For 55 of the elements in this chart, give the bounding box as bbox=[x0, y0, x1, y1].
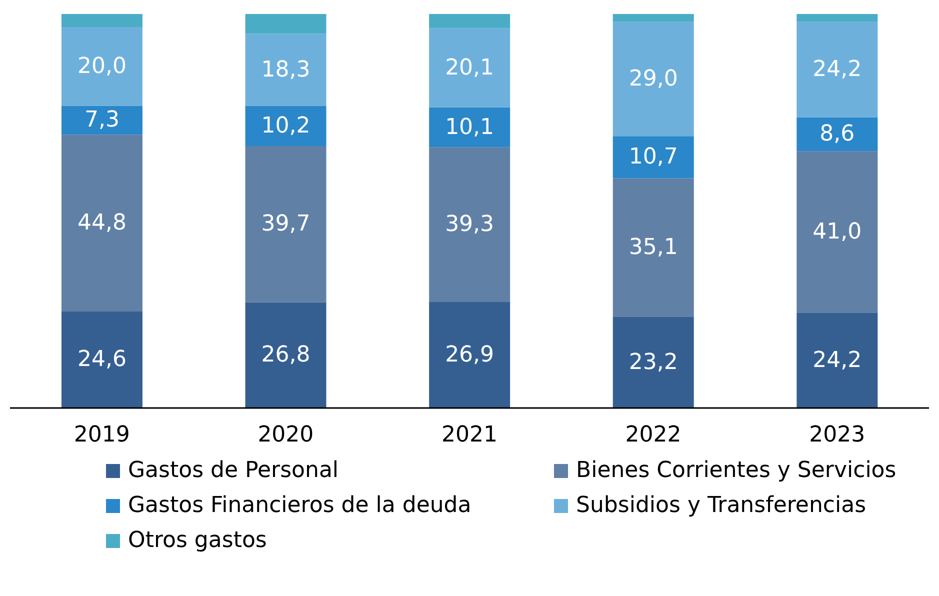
data-label: 24,2 bbox=[812, 57, 862, 82]
x-tick-label: 2022 bbox=[625, 422, 682, 448]
data-label: 26,9 bbox=[445, 342, 494, 368]
bar bbox=[796, 22, 878, 118]
legend-label: Gastos de Personal bbox=[128, 458, 339, 483]
data-label: 10,1 bbox=[445, 114, 494, 140]
data-label: 39,7 bbox=[261, 212, 310, 237]
data-label: 26,8 bbox=[261, 342, 310, 368]
bar bbox=[245, 106, 326, 146]
bar bbox=[429, 107, 510, 148]
data-label: 29,0 bbox=[628, 66, 678, 92]
x-tick-label: 2020 bbox=[258, 422, 314, 448]
data-label: 7,3 bbox=[84, 108, 120, 133]
data-label: 35,1 bbox=[628, 234, 678, 260]
bar bbox=[612, 136, 694, 178]
legend-label: Otros gastos bbox=[128, 528, 267, 553]
bar bbox=[429, 28, 510, 108]
data-label: 24,2 bbox=[812, 348, 862, 373]
bar bbox=[61, 134, 142, 312]
bar bbox=[61, 311, 142, 408]
x-tick-label: 2019 bbox=[74, 422, 130, 448]
bar bbox=[796, 312, 878, 408]
x-tick-label: 2021 bbox=[442, 422, 498, 448]
data-label: 18,3 bbox=[261, 57, 310, 82]
bar bbox=[245, 14, 326, 34]
data-label: 41,0 bbox=[812, 219, 862, 244]
bar bbox=[61, 106, 142, 135]
data-label: 10,2 bbox=[261, 113, 310, 138]
legend-label: Bienes Corrientes y Servicios bbox=[576, 458, 896, 483]
data-label: 10,7 bbox=[628, 144, 678, 170]
bar bbox=[612, 178, 694, 317]
bar bbox=[796, 117, 878, 152]
data-label: 20,0 bbox=[77, 54, 126, 79]
bar bbox=[429, 14, 510, 28]
bar bbox=[429, 302, 510, 408]
data-label: 24,6 bbox=[77, 347, 126, 372]
bar bbox=[796, 14, 878, 22]
bar bbox=[245, 34, 326, 106]
data-label: 39,3 bbox=[445, 212, 494, 238]
bar bbox=[245, 302, 326, 408]
bar bbox=[612, 14, 694, 22]
bar bbox=[61, 14, 142, 27]
bar bbox=[245, 146, 326, 302]
data-label: 44,8 bbox=[77, 210, 126, 236]
data-label: 8,6 bbox=[820, 122, 855, 147]
data-label: 23,2 bbox=[628, 350, 678, 375]
bar bbox=[612, 22, 694, 136]
bar bbox=[796, 151, 878, 313]
bar bbox=[429, 147, 510, 302]
legend-label: Subsidios y Transferencias bbox=[576, 493, 866, 518]
x-tick-label: 2023 bbox=[809, 422, 866, 448]
bar bbox=[61, 27, 142, 106]
bar bbox=[612, 316, 694, 408]
legend-label: Gastos Financieros de la deuda bbox=[128, 493, 472, 518]
data-label: 20,1 bbox=[445, 55, 494, 80]
